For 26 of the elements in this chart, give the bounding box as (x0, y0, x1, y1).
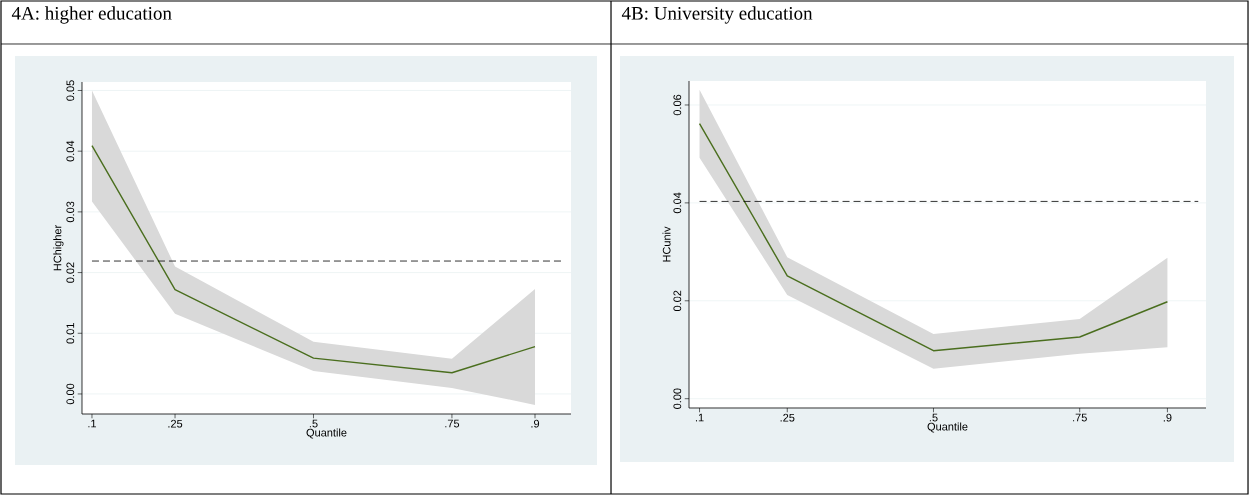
y-axis-title: HChigher (53, 224, 64, 271)
x-tick-label: .5 (929, 413, 938, 422)
x-tick-label: .1 (88, 419, 97, 428)
x-tick-label: .1 (695, 413, 704, 422)
y-tick-label: 0.06 (673, 94, 682, 116)
x-tick-label: .75 (1073, 413, 1087, 422)
x-tick-label: .25 (168, 419, 183, 428)
y-tick-label: 0.00 (673, 388, 682, 409)
y-tick-label: 0.01 (66, 323, 75, 344)
y-tick-label: 0.00 (66, 383, 75, 405)
y-tick-label: 0.02 (66, 262, 75, 283)
y-tick-label: 0.03 (66, 201, 75, 223)
x-tick-label: .75 (445, 419, 460, 428)
x-tick-label: .9 (1163, 413, 1172, 422)
x-axis-title: Quantile (927, 422, 968, 433)
y-tick-label: 0.04 (673, 192, 682, 214)
x-tick-label: .25 (780, 413, 795, 422)
y-tick-label: 0.04 (66, 140, 75, 162)
chart-title: 4B: University education (621, 6, 813, 24)
x-tick-label: .5 (309, 419, 318, 428)
chart-title: 4A: higher education (11, 6, 172, 24)
x-tick-label: .9 (531, 419, 540, 428)
y-axis-title: HCuniv (662, 226, 671, 262)
y-tick-label: 0.02 (673, 290, 682, 312)
x-axis-title: Quantile (306, 428, 347, 439)
y-tick-label: 0.05 (66, 80, 75, 101)
